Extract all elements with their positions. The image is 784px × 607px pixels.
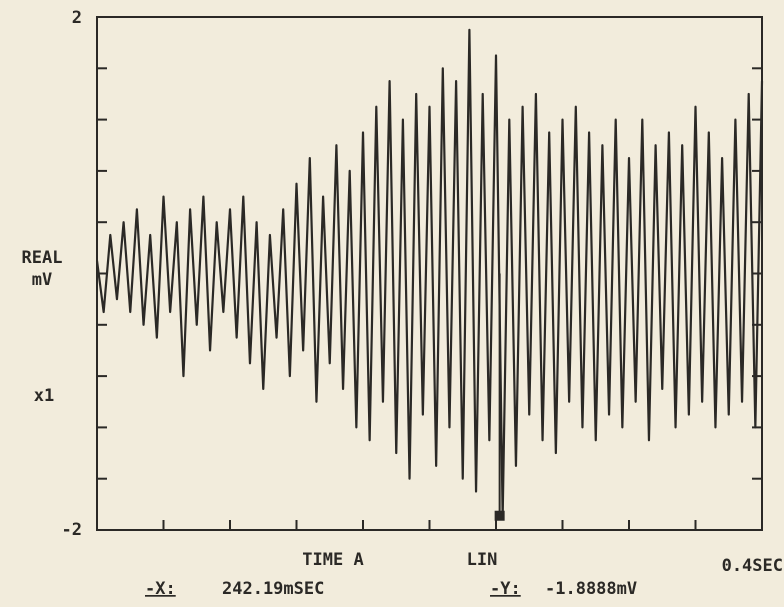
x-label: TIME A [302, 550, 363, 570]
y-max-label: 2 [72, 8, 82, 28]
scale-label: x1 [34, 386, 54, 406]
signal-line [95, 28, 764, 519]
y-min-label: -2 [62, 520, 82, 540]
x-span-label: 0.4SEC [722, 556, 783, 576]
x-scale: LIN [467, 550, 498, 570]
marker-x-label: 242.19mSEC [222, 579, 324, 599]
marker-y-label: -1.8888mV [545, 579, 637, 599]
y-label: REAL [22, 248, 63, 268]
y-label: mV [32, 270, 52, 290]
marker-x-key: -X: [145, 579, 176, 599]
marker [494, 510, 505, 521]
marker-y-key: -Y: [490, 579, 521, 599]
